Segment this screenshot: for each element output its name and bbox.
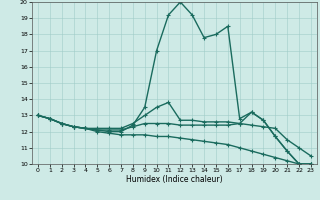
X-axis label: Humidex (Indice chaleur): Humidex (Indice chaleur) xyxy=(126,175,223,184)
